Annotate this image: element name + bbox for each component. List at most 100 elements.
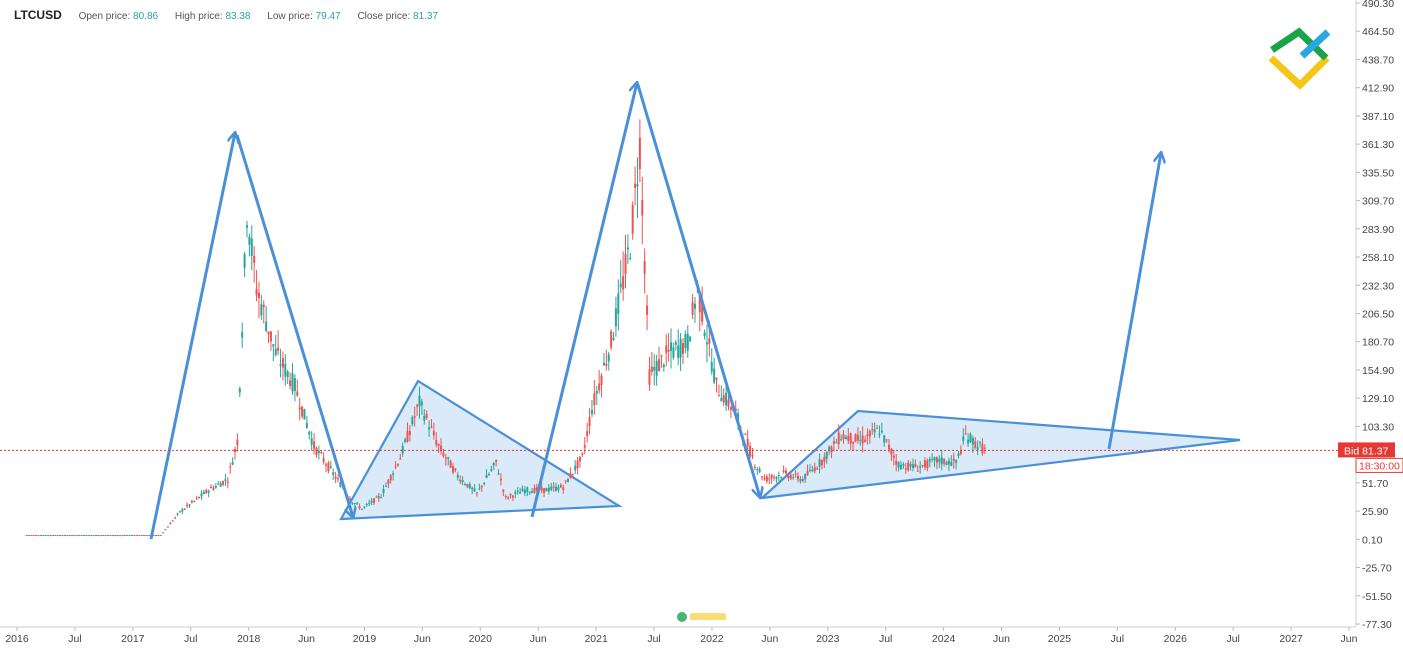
candle-body	[765, 476, 768, 482]
candle-body	[684, 334, 687, 349]
candle-body	[404, 439, 407, 442]
x-tick-label: Jun	[530, 633, 547, 645]
candle-body	[634, 183, 637, 189]
candle-body	[214, 485, 217, 488]
candle-body	[37, 535, 40, 537]
candle-body	[658, 359, 661, 372]
candle-body	[823, 456, 826, 463]
x-tick-label: 2022	[700, 633, 724, 645]
x-tick-label: 2017	[121, 633, 145, 645]
candle-body	[360, 508, 363, 510]
candle-body	[605, 363, 608, 366]
candle-body	[636, 184, 639, 187]
candle-body	[725, 392, 728, 406]
candle-body	[859, 440, 862, 442]
candle-body	[353, 503, 356, 505]
candle-body	[128, 535, 131, 537]
candle-body	[42, 535, 45, 537]
candle-body	[485, 475, 488, 479]
candle-body	[121, 535, 124, 537]
candle-body	[461, 480, 464, 483]
y-tick-label: 412.90	[1362, 83, 1394, 95]
candle-body	[794, 473, 797, 475]
candle-body	[349, 498, 351, 500]
candle-body	[557, 487, 560, 490]
candle-body	[540, 487, 543, 491]
candle-body	[130, 534, 133, 536]
candle-body	[198, 496, 201, 499]
candle-body	[971, 437, 974, 445]
y-axis: 490.30 464.50 438.70 412.90 387.10 361.30 335.…	[1356, 0, 1394, 631]
candle-body	[552, 486, 555, 488]
watermark-logo-icon	[677, 612, 726, 622]
candle-body	[574, 465, 577, 471]
candle-body	[617, 293, 620, 314]
candle-body	[698, 293, 701, 313]
candle-body	[945, 462, 948, 465]
candle-body	[717, 395, 720, 397]
candle-body	[701, 299, 704, 322]
candle-body	[90, 534, 93, 536]
candle-body	[602, 362, 605, 366]
candle-body	[528, 491, 531, 493]
candle-body	[174, 517, 177, 519]
y-tick-label: 103.30	[1362, 421, 1394, 433]
candle-body	[406, 431, 409, 442]
candle-body	[955, 460, 958, 463]
candle-body	[234, 449, 237, 452]
y-tick-label: 180.70	[1362, 337, 1394, 349]
candle-body	[761, 476, 764, 478]
candle-body	[837, 432, 840, 445]
candle-body	[483, 483, 486, 485]
y-tick-label: 25.90	[1362, 506, 1388, 518]
candle-body	[207, 491, 210, 493]
candle-body	[720, 397, 723, 402]
candle-body	[943, 458, 946, 464]
candle-body	[799, 479, 802, 482]
candle-body	[339, 482, 342, 488]
candle-body	[531, 491, 534, 494]
candle-body	[873, 429, 876, 433]
candle-body	[789, 475, 792, 479]
x-tick-label: 2024	[932, 633, 956, 645]
candle-body	[650, 366, 653, 372]
candle-body	[480, 485, 483, 488]
candle-body	[452, 466, 455, 473]
candle-body	[607, 354, 610, 362]
candle-body	[674, 342, 677, 345]
candle-body	[401, 445, 404, 454]
y-tick-label: 464.50	[1362, 26, 1394, 38]
candle-body	[629, 257, 632, 260]
candle-body	[277, 347, 280, 352]
candle-body	[713, 368, 716, 383]
x-tick-label: Jul	[647, 633, 660, 645]
candle-body	[298, 407, 301, 410]
arrow-up-2017	[149, 133, 235, 540]
candle-body	[499, 478, 502, 481]
x-tick-label: Jun	[1341, 633, 1358, 645]
candle-body	[265, 321, 268, 332]
high-value: 83.38	[225, 11, 251, 22]
candle-body	[737, 413, 740, 422]
candle-body	[921, 464, 924, 466]
candle-body	[51, 534, 54, 536]
candle-body	[969, 434, 972, 443]
candle-body	[854, 433, 857, 442]
candle-body	[63, 534, 66, 536]
y-tick-label: 309.70	[1362, 196, 1394, 208]
candle-body	[614, 308, 617, 327]
candle-body	[274, 348, 277, 356]
candle-body	[59, 535, 62, 537]
candle-body	[796, 475, 799, 480]
candle-body	[186, 504, 189, 507]
candle-body	[66, 535, 69, 537]
candle-body	[904, 468, 907, 470]
candle-body	[291, 373, 294, 392]
candle-body	[818, 459, 821, 467]
candle-body	[523, 489, 526, 494]
candle-body	[384, 485, 387, 487]
candle-body	[222, 481, 225, 485]
candle-body	[660, 355, 663, 357]
candle-body	[190, 500, 193, 503]
